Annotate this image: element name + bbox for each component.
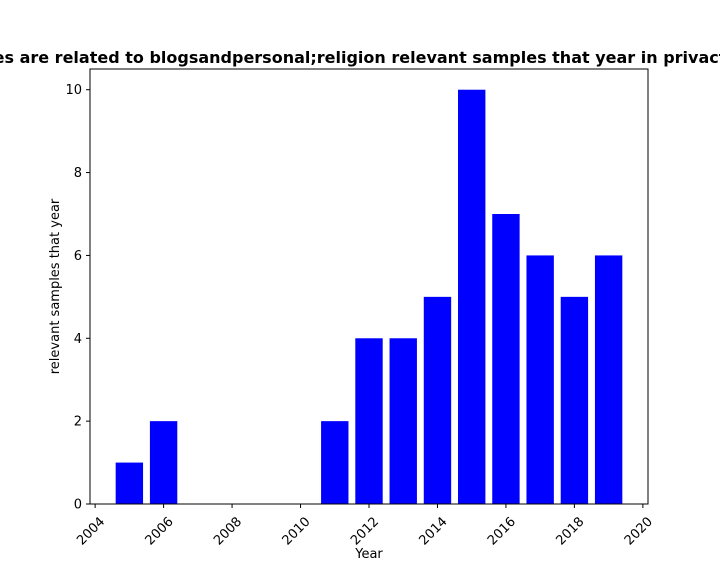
x-tick-label: 2020 [622,514,656,548]
x-tick-label: 2018 [553,514,587,548]
bar-2012 [355,338,383,504]
bars-group [115,89,623,504]
x-tick-label: 2016 [485,514,519,548]
x-tick-label: 2008 [211,514,245,548]
y-tick-label: 0 [74,498,82,513]
y-tick-label: 6 [74,249,82,264]
bar-2016 [492,214,520,504]
bar-2017 [526,255,554,504]
y-tick-label: 4 [74,332,82,347]
plot-frame [89,68,649,505]
bar-2006 [149,421,178,504]
x-axis-ticks: 2004 2006 2008 2010 2012 2014 2016 2018 2020 [74,504,656,548]
x-tick-label: 2012 [348,514,382,548]
bar-2015 [458,89,486,504]
bar-2005 [115,462,144,504]
y-axis-ticks: 0 2 4 6 8 10 [65,83,90,513]
bar-2011 [321,421,349,504]
x-tick-label: 2006 [143,514,177,548]
x-axis-label: Year [354,547,383,562]
bar-2013 [389,338,417,504]
bar-2014 [423,296,452,504]
y-tick-label: 10 [65,83,82,98]
y-tick-label: 8 [74,166,82,181]
x-tick-label: 2010 [280,514,314,548]
x-tick-label: 2014 [417,514,451,548]
bar-2018 [560,296,589,504]
x-tick-label: 2004 [74,514,108,548]
y-tick-label: 2 [74,415,82,430]
chart-title: es are related to blogsandpersonal;relig… [0,48,720,67]
y-axis-label: relevant samples that year [48,198,63,374]
bar-2019 [594,255,623,504]
